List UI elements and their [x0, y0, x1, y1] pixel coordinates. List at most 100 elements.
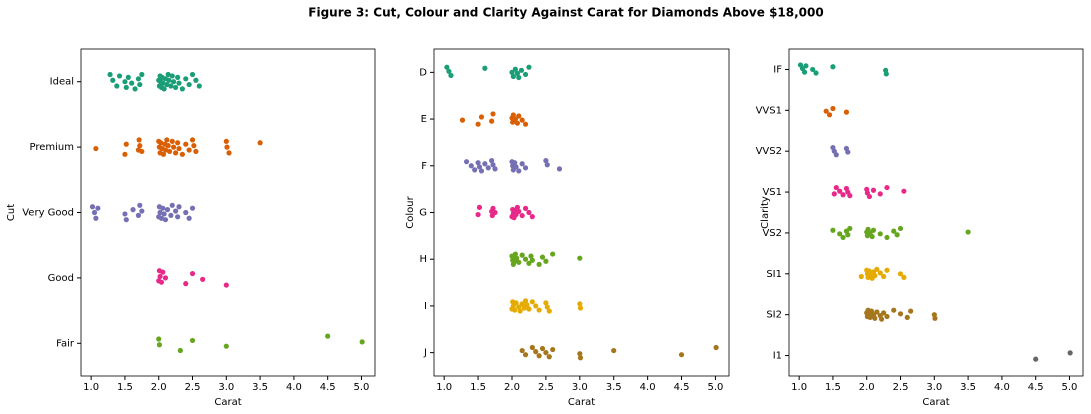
point — [173, 84, 179, 91]
point — [843, 109, 850, 115]
y-tick-label: J — [423, 348, 427, 359]
point — [162, 275, 169, 281]
point — [89, 204, 96, 210]
point — [176, 80, 182, 86]
x-axis-label: Carat — [214, 397, 241, 408]
point — [529, 214, 535, 220]
point — [325, 333, 331, 339]
point — [139, 148, 145, 155]
x-tick-label: 1.5 — [117, 382, 133, 393]
point — [166, 148, 173, 155]
x-tick-label: 1.0 — [83, 382, 99, 393]
point — [872, 315, 878, 321]
point — [550, 346, 556, 353]
point — [877, 231, 883, 237]
point — [522, 352, 529, 358]
point — [257, 140, 263, 146]
point — [513, 164, 519, 170]
point — [908, 308, 914, 314]
point — [514, 120, 521, 126]
point — [872, 273, 878, 279]
point — [165, 71, 171, 78]
point — [475, 160, 481, 166]
point — [175, 74, 181, 80]
point — [858, 273, 864, 280]
point — [135, 212, 142, 218]
point — [556, 166, 563, 172]
point — [830, 64, 836, 70]
point — [139, 71, 145, 78]
point — [129, 80, 135, 86]
point — [186, 147, 192, 153]
axes-frame — [80, 48, 376, 377]
y-tick-label: VVS1 — [756, 105, 782, 116]
point — [891, 307, 897, 313]
point — [519, 252, 525, 258]
point — [160, 80, 166, 86]
x-tick-label: 1.5 — [825, 382, 841, 393]
point — [519, 161, 525, 167]
point — [519, 117, 525, 123]
y-tick-label: VVS2 — [756, 146, 782, 157]
y-tick-label: I — [424, 301, 427, 312]
point — [536, 261, 542, 267]
x-tick-label: 2.5 — [538, 382, 554, 393]
point — [168, 83, 174, 89]
point — [459, 117, 466, 123]
point — [801, 69, 808, 75]
point — [881, 273, 887, 280]
point — [95, 205, 101, 211]
point — [866, 193, 873, 200]
point — [881, 310, 887, 316]
point — [830, 105, 836, 112]
point — [840, 234, 846, 241]
point — [492, 209, 498, 216]
point — [522, 165, 529, 171]
point — [845, 232, 851, 238]
point — [490, 162, 496, 168]
point — [136, 137, 142, 143]
x-tick-label: 5.0 — [354, 382, 370, 393]
point — [137, 81, 143, 88]
point — [478, 114, 485, 120]
point — [803, 63, 809, 69]
point — [183, 141, 189, 147]
point — [492, 166, 498, 172]
point — [870, 227, 877, 233]
point — [156, 342, 162, 348]
point — [107, 71, 113, 78]
point — [164, 137, 170, 143]
point — [490, 111, 496, 117]
point — [813, 70, 819, 76]
point — [110, 77, 116, 83]
point — [810, 66, 816, 73]
x-axis-label: Carat — [922, 397, 949, 408]
point — [526, 209, 532, 216]
point — [533, 349, 539, 355]
point — [183, 209, 189, 216]
axes-frame — [433, 48, 730, 377]
point — [529, 257, 535, 263]
point — [161, 211, 167, 217]
point — [165, 143, 171, 149]
point — [512, 66, 518, 72]
point — [193, 77, 199, 83]
point — [179, 151, 185, 157]
point — [543, 300, 549, 306]
point — [517, 308, 523, 314]
point — [175, 214, 181, 220]
point — [884, 184, 890, 191]
point — [122, 79, 128, 85]
point — [186, 215, 192, 221]
point — [509, 69, 515, 75]
x-tick-label: 2.0 — [151, 382, 167, 393]
x-tick-label: 1.0 — [791, 382, 807, 393]
point — [514, 70, 521, 76]
point — [123, 141, 129, 147]
point — [874, 309, 880, 315]
point — [536, 307, 542, 313]
y-tick-label: Premium — [30, 142, 75, 153]
y-axis-label: Clarity — [760, 196, 771, 229]
